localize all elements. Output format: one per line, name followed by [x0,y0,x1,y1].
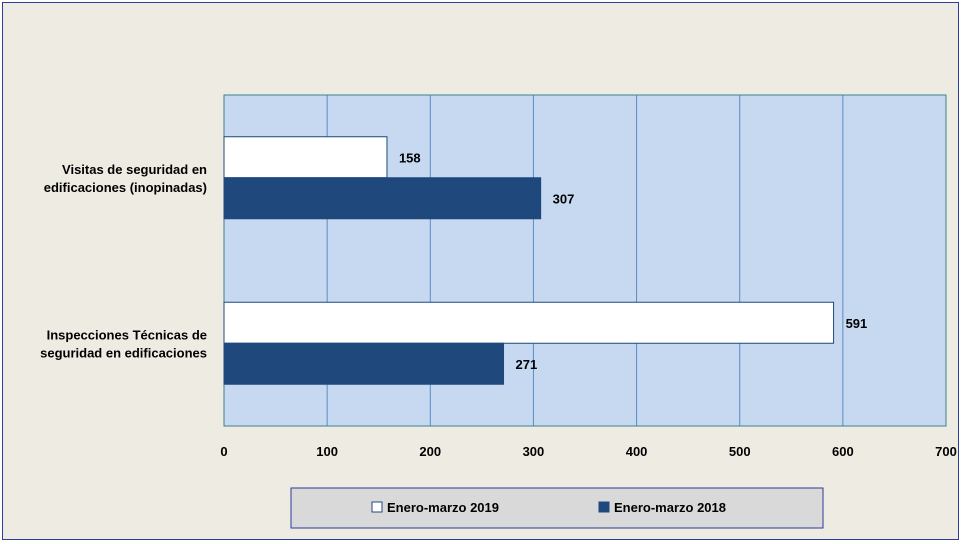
data-label: 158 [399,150,421,165]
data-label: 307 [553,191,575,206]
legend-box [290,487,824,529]
data-label: 591 [846,316,868,331]
category-label: Inspecciones Técnicas de [47,327,207,342]
category-label: Visitas de seguridad en [62,162,207,177]
x-tick-label: 700 [935,444,957,459]
category-label: seguridad en edificaciones [40,345,207,360]
bar [223,136,388,179]
legend-swatch [598,501,610,513]
legend-label: Enero-marzo 2019 [387,500,499,515]
legend-swatch [371,501,383,513]
bar [223,177,542,220]
bar [223,342,505,385]
x-tick-label: 500 [729,444,751,459]
x-tick-label: 100 [316,444,338,459]
x-tick-label: 200 [419,444,441,459]
plot-border [223,94,947,427]
bar [223,301,835,344]
legend-label: Enero-marzo 2018 [614,500,726,515]
data-label: 271 [516,357,538,372]
x-tick-label: 600 [832,444,854,459]
x-tick-label: 300 [523,444,545,459]
x-tick-label: 0 [220,444,227,459]
x-tick-label: 400 [626,444,648,459]
category-label: edificaciones (inopinadas) [44,180,207,195]
